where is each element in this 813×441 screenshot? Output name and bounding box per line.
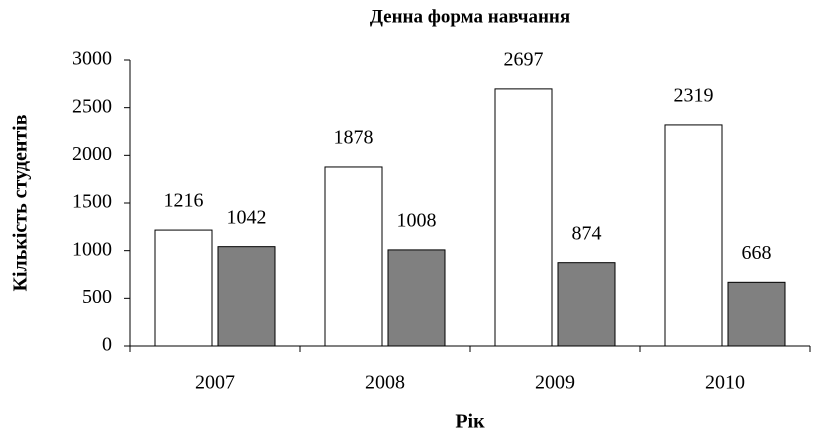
data-label: 1008 <box>397 209 437 231</box>
y-tick-label: 2000 <box>72 143 112 165</box>
bar <box>727 281 786 347</box>
x-tick-label: 2007 <box>195 372 235 394</box>
bar <box>324 166 383 347</box>
data-label: 1042 <box>227 206 267 228</box>
bar <box>217 246 276 347</box>
y-tick-label: 2500 <box>72 95 112 117</box>
y-tick-label: 3000 <box>72 48 112 70</box>
y-tick-label: 500 <box>82 286 112 308</box>
y-tick-label: 0 <box>102 334 112 356</box>
bar <box>664 124 723 347</box>
data-label: 668 <box>742 242 772 264</box>
x-axis-label: Рік <box>455 411 485 433</box>
data-label: 874 <box>572 222 602 244</box>
data-label: 2319 <box>674 85 714 107</box>
x-tick-label: 2008 <box>365 372 405 394</box>
bar <box>387 249 446 347</box>
bar <box>494 88 553 347</box>
bar <box>154 229 213 347</box>
data-label: 1878 <box>334 127 374 149</box>
x-tick-label: 2009 <box>535 372 575 394</box>
y-tick-label: 1500 <box>72 191 112 213</box>
bar <box>557 262 616 347</box>
x-tick-label: 2010 <box>705 372 745 394</box>
y-axis-label: Кількість студентів <box>10 114 32 291</box>
y-tick-label: 1000 <box>72 238 112 260</box>
data-label: 2697 <box>504 48 544 70</box>
data-label: 1216 <box>164 190 204 212</box>
chart-title: Денна форма навчання <box>370 6 570 27</box>
